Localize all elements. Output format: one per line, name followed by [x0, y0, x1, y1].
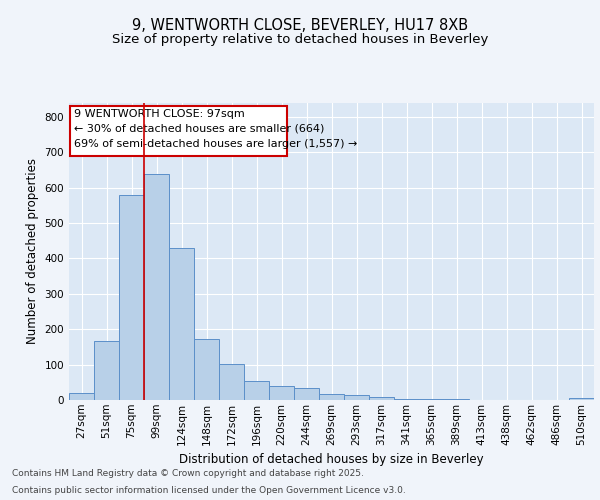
Bar — [219, 364, 244, 400]
FancyBboxPatch shape — [70, 106, 287, 156]
Bar — [319, 394, 344, 400]
Bar — [369, 397, 394, 400]
Bar — [244, 381, 269, 400]
Bar — [294, 388, 319, 400]
Bar — [169, 248, 194, 400]
Bar — [344, 396, 369, 400]
Bar — [144, 174, 169, 400]
Text: 9, WENTWORTH CLOSE, BEVERLEY, HU17 8XB: 9, WENTWORTH CLOSE, BEVERLEY, HU17 8XB — [132, 18, 468, 32]
Text: 69% of semi-detached houses are larger (1,557) →: 69% of semi-detached houses are larger (… — [74, 138, 358, 148]
Bar — [269, 386, 294, 400]
Text: ← 30% of detached houses are smaller (664): ← 30% of detached houses are smaller (66… — [74, 124, 325, 134]
Bar — [419, 399, 444, 400]
Text: 9 WENTWORTH CLOSE: 97sqm: 9 WENTWORTH CLOSE: 97sqm — [74, 109, 245, 119]
Text: Size of property relative to detached houses in Beverley: Size of property relative to detached ho… — [112, 32, 488, 46]
Bar — [569, 398, 594, 400]
Text: Contains HM Land Registry data © Crown copyright and database right 2025.: Contains HM Land Registry data © Crown c… — [12, 468, 364, 477]
Bar — [394, 398, 419, 400]
Text: Contains public sector information licensed under the Open Government Licence v3: Contains public sector information licen… — [12, 486, 406, 495]
Bar — [69, 393, 94, 400]
Bar — [119, 196, 144, 400]
X-axis label: Distribution of detached houses by size in Beverley: Distribution of detached houses by size … — [179, 453, 484, 466]
Bar — [194, 339, 219, 400]
Y-axis label: Number of detached properties: Number of detached properties — [26, 158, 39, 344]
Bar — [94, 340, 119, 400]
